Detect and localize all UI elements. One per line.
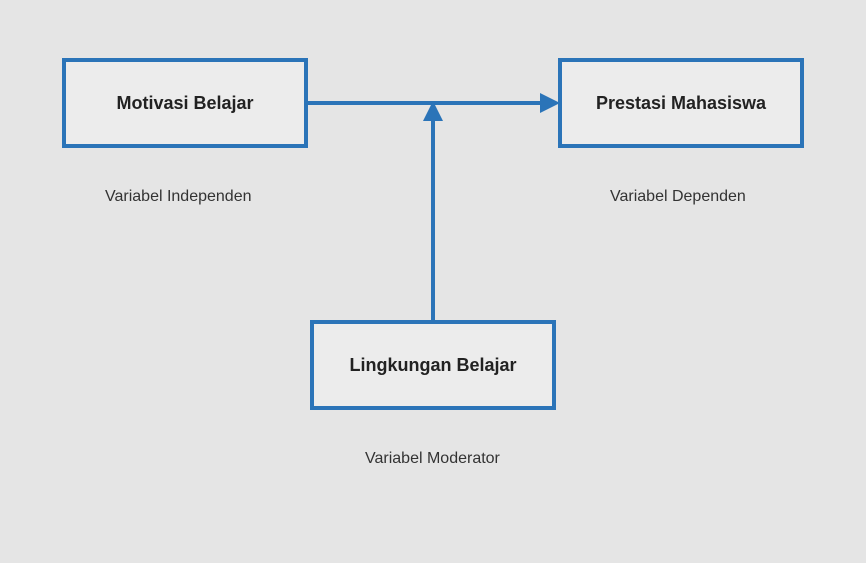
caption-moderator: Variabel Moderator <box>365 450 500 468</box>
node-independent: Motivasi Belajar <box>62 58 308 148</box>
diagram-canvas: Motivasi Belajar Variabel Independen Pre… <box>0 0 866 563</box>
node-moderator-label: Lingkungan Belajar <box>349 355 516 376</box>
node-moderator: Lingkungan Belajar <box>310 320 556 410</box>
caption-independent: Variabel Independen <box>105 188 252 206</box>
node-dependent: Prestasi Mahasiswa <box>558 58 804 148</box>
node-dependent-label: Prestasi Mahasiswa <box>596 93 766 114</box>
caption-dependent: Variabel Dependen <box>610 188 746 206</box>
node-independent-label: Motivasi Belajar <box>116 93 253 114</box>
